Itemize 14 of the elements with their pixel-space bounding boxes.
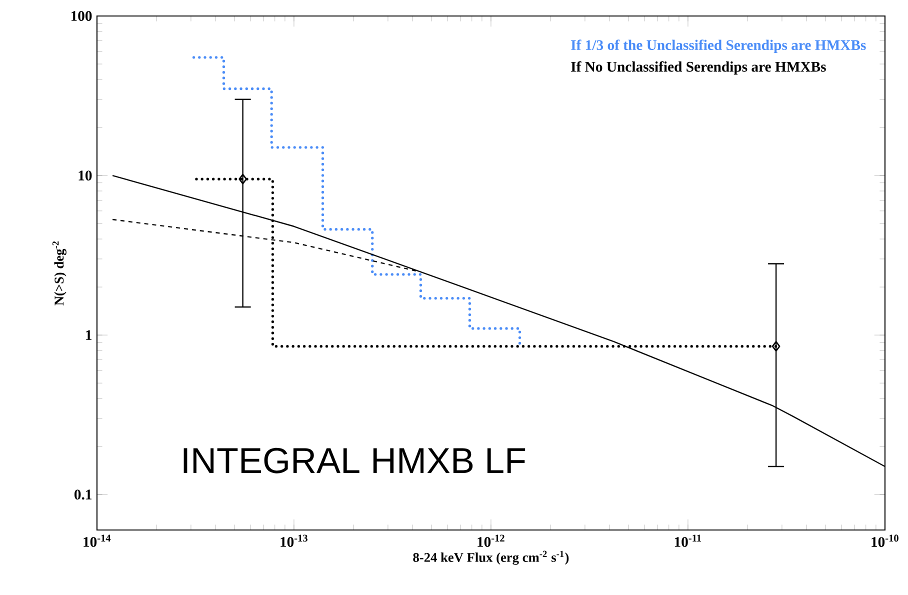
y-tick-label: 1 (86, 330, 92, 340)
y-tick-label: 0.1 (74, 490, 92, 500)
y-axis-title: N(>S) deg$^{-2}$ (52, 241, 66, 306)
text: If No Unclassified Serendips are HMXBs (571, 61, 826, 75)
annotation: INTEGRAL HMXB LF (184, 448, 526, 474)
x-axis-title: 8-24 keV Flux (erg cm$^{-2}$ s$^{-1}$) (413, 550, 569, 565)
y-tick-label: 100 (71, 11, 92, 21)
x-tick-label: 10$^{-12}$ (478, 534, 504, 547)
x-tick-label: 10$^{-14}$ (84, 534, 111, 547)
x-tick-label: 10$^{-13}$ (280, 534, 308, 547)
x-tick-label: 10$^{-11}$ (674, 534, 701, 547)
text: If 1/3 of the Unclassified Serendips are HMXBs (571, 40, 866, 54)
x-tick-label: 10$^{-10}$ (872, 534, 898, 547)
y-tick-label: 10 (78, 170, 92, 180)
